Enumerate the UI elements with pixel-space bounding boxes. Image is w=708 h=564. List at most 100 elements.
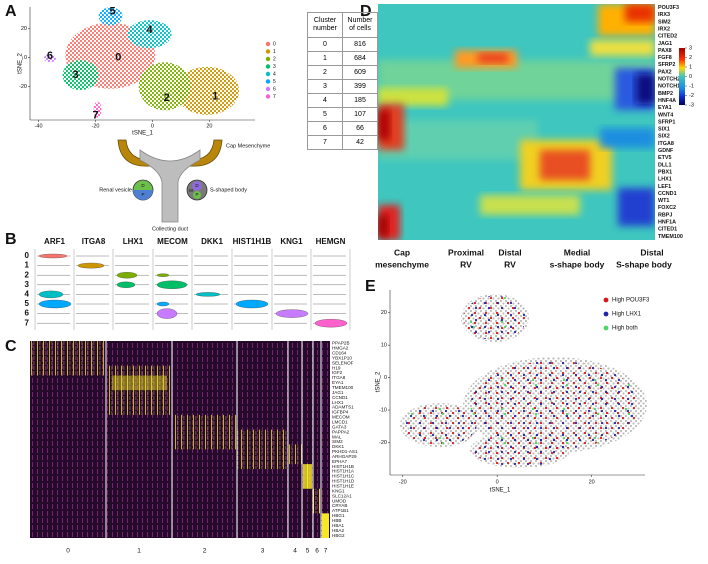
table-row: 0 816 [307,37,378,52]
gene-label: SELENOF [332,360,354,365]
panel-label: C [5,338,17,355]
diagram-label: S-shaped body [210,187,247,193]
expression-region [378,215,388,237]
gene-label: CITED2 [658,34,677,40]
gene-label: LMCD1 [332,419,348,424]
cluster-cloud [138,62,191,111]
gene-label: FGF8 [658,55,672,61]
cluster-label: 2 [164,92,170,104]
x-axis-label: tSNE_1 [132,131,153,137]
gene-label: HIST1H1D [332,479,355,484]
legend-label: 3 [273,64,276,70]
colorbar-tick-label: 0 [689,74,692,80]
legend-swatch [265,79,271,84]
gene-label: WNT4 [658,112,673,118]
gene-label: HIST1H1E [332,484,354,489]
colorbar-tick-label: 1 [689,64,692,70]
gene-label: HBG2 [332,533,345,538]
panel-label: A [5,3,17,20]
violin [38,299,72,309]
stage-label: Distal [640,247,663,257]
gene-label: CD164 [332,351,347,356]
gene-label: HBB [332,518,341,523]
panel-e: -20 0 20 -20 -10 0 10 20 tSNE_1 tSNE_2 High POU3F3… [376,290,650,494]
diagram-label: Cap Mesenchyme [226,143,270,149]
x-tick-label: -20 [399,479,407,485]
cluster-label: 5 [306,548,310,555]
cluster-label: 7 [324,548,328,555]
cluster-cloud [127,20,172,49]
region-label: D [141,183,145,188]
cluster-row-label: 7 [25,318,30,327]
nephron-diagram [117,139,223,223]
x-axis-label: tSNE_1 [490,488,511,494]
gene-header: HIST1H1B [233,237,272,246]
gene-label: KNG1 [332,488,345,493]
gene-label: SFRP1 [658,119,675,125]
cluster-label: 4 [293,548,297,555]
y-tick-label: 10 [381,343,387,349]
gene-label: ATP1B1 [332,508,349,513]
legend-swatch [265,49,271,54]
gene-label: ITGA8 [332,375,346,380]
gene-label: LHX1 [332,400,344,405]
violin [275,309,309,318]
legend-label: 7 [273,94,276,100]
legend-swatch [265,71,271,77]
cluster-label: 2 [203,548,207,555]
gene-label: TMEM100 [332,385,354,390]
stage-label: Cap [394,247,410,257]
x-tick-label: 0 [151,123,154,129]
violin [235,299,269,309]
colorbar-tick-label: -1 [689,83,694,89]
gene-label: GATA3 [332,424,347,429]
diagram-label: Collecting duct [152,226,189,232]
legend-swatch [265,56,271,62]
table-cell: 609 [342,65,378,80]
panel-label: B [5,231,17,248]
table-body: 0 816 1 684 2 609 3 399 4 185 5 107 6 66 7 42 [307,37,378,150]
heatmap-block [30,341,106,376]
heatmap-block [313,488,321,514]
panel-label: E [365,278,376,295]
cluster-label: 6 [315,548,319,555]
expression-region [600,128,655,148]
legend-swatch [265,64,271,69]
gene-label: ETV5 [658,155,671,161]
colorbar-tick-label: -2 [689,93,694,99]
legend-swatch [265,41,271,47]
cluster-label: 6 [47,50,53,62]
table-row: 2 609 [307,65,378,80]
gene-label: IRX3 [658,12,670,18]
gene-label: HMGA2 [332,346,349,351]
heatmap-block [322,513,329,538]
legend-label: High both [612,326,638,332]
violin [38,253,68,259]
cluster-label: 4 [147,24,154,36]
cluster-cloud [93,101,102,118]
stage-label: RV [460,259,472,269]
cluster-table: Cluster number Number of cells 0 816 1 684 2 6… [307,12,378,150]
gene-label: HBA2 [332,528,344,533]
region-label: D [195,183,199,188]
gene-header: LHX1 [123,237,144,246]
cluster-row-label: 0 [25,251,30,260]
heatmap-block [112,375,167,391]
gene-label: PPAP2B [332,341,350,346]
table-cell: 2 [307,65,343,80]
y-tick-label: 0 [384,375,387,381]
table-header: Cluster number Number of cells [307,12,378,38]
cluster-cloud [98,7,123,26]
legend-label: High LHX1 [612,312,642,318]
gene-label: MECOM [332,415,350,420]
panel-c: PPAP2BHMGA2CD164YBX1P10SELENOFH19IGF2ITG… [30,341,358,555]
table-row: 5 107 [307,107,378,122]
cluster-row-label: 2 [25,270,30,279]
gene-label: H19 [332,365,341,370]
y-tick-label: 20 [21,26,27,32]
gene-header: ITGA8 [82,237,106,246]
legend-label: 0 [273,41,276,47]
